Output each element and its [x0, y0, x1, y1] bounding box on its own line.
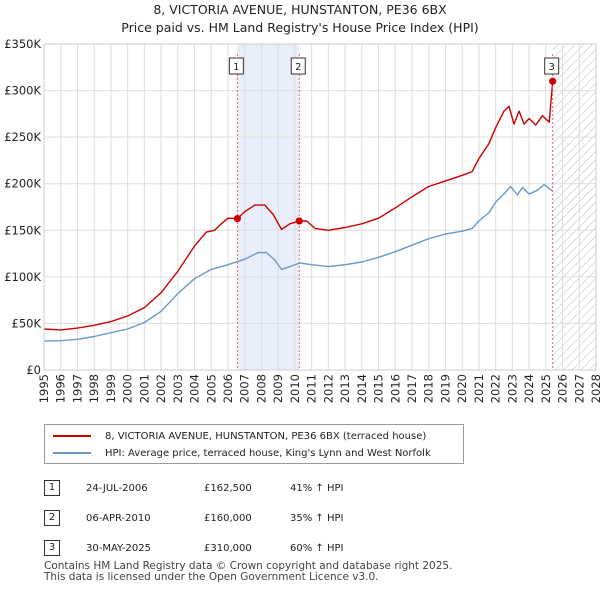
x-tick-label: 2023 [505, 374, 519, 403]
y-tick-label: £200K [4, 177, 41, 191]
sale-3-point [549, 77, 557, 85]
x-tick-label: 2004 [188, 374, 202, 403]
transaction-number: 3 [44, 540, 60, 556]
transaction-price: £310,000 [204, 542, 252, 554]
x-tick-label: 2012 [321, 374, 335, 403]
plot-border [43, 43, 597, 371]
legend-swatch-hpi [53, 452, 91, 454]
x-tick-label: 2021 [472, 374, 486, 403]
x-tick-label: 1995 [37, 374, 51, 403]
legend-label-hpi: HPI: Average price, terraced house, King… [105, 447, 431, 459]
transaction-number: 2 [44, 510, 60, 526]
transaction-hpi-diff: 60% ↑ HPI [290, 542, 344, 554]
x-tick-label: 2026 [556, 374, 570, 403]
transactions-table: 1 24-JUL-2006 £162,500 41% ↑ HPI 2 06-AP… [44, 473, 410, 563]
y-tick-label: £100K [4, 270, 41, 284]
x-tick-label: 2024 [522, 374, 536, 403]
price-chart: 1 2 3 £0 £50K £100K £150K £200K £250K £300K £350K… [4, 37, 600, 403]
x-tick-label: 2006 [221, 374, 235, 403]
x-tick-label: 2005 [204, 374, 218, 403]
x-tick-label: 2007 [238, 374, 252, 403]
legend-swatch-property [53, 435, 91, 437]
transaction-date: 24-JUL-2006 [86, 482, 148, 494]
plot-area [44, 44, 596, 370]
transaction-number: 1 [44, 480, 60, 496]
x-tick-label: 1999 [104, 374, 118, 403]
transaction-hpi-diff: 41% ↑ HPI [290, 482, 344, 494]
sale-3-marker-box [544, 57, 560, 75]
x-tick-label: 2027 [572, 374, 586, 403]
x-tick-label: 2002 [154, 374, 168, 403]
x-tick-label: 2017 [405, 374, 419, 403]
x-tick-label: 2009 [271, 374, 285, 403]
transaction-price: £162,500 [204, 482, 252, 494]
sale-2-point [295, 217, 303, 225]
sale-2-marker-label: 2 [295, 62, 301, 73]
property-series-line [43, 81, 554, 331]
sale-3-marker-label: 3 [548, 62, 554, 73]
x-tick-label: 2022 [489, 374, 503, 403]
legend-item-hpi: HPI: Average price, terraced house, King… [53, 445, 431, 461]
x-tick-label: 1998 [87, 374, 101, 403]
table-row: 3 30-MAY-2025 £310,000 60% ↑ HPI [44, 533, 410, 563]
ownership-shaded-region [237, 44, 300, 370]
x-tick-label: 2015 [372, 374, 386, 403]
transaction-date: 30-MAY-2025 [86, 542, 152, 554]
x-tick-label: 2014 [355, 374, 369, 403]
x-tick-label: 2020 [455, 374, 469, 403]
footer-line-2: This data is licensed under the Open Gov… [44, 571, 379, 583]
footer-line-1: Contains HM Land Registry data © Crown c… [44, 560, 453, 572]
x-tick-label: 2018 [422, 374, 436, 403]
chart-legend: 8, VICTORIA AVENUE, HUNSTANTON, PE36 6BX… [44, 424, 464, 464]
x-tick-label: 2000 [121, 374, 135, 403]
transaction-price: £160,000 [204, 512, 252, 524]
legend-label-property: 8, VICTORIA AVENUE, HUNSTANTON, PE36 6BX… [105, 430, 427, 442]
sale-1-marker-box [228, 57, 244, 75]
x-tick-label: 2019 [438, 374, 452, 403]
transaction-date: 06-APR-2010 [86, 512, 151, 524]
x-tick-label: 1997 [70, 374, 84, 403]
y-tick-label: £50K [12, 316, 42, 330]
x-tick-label: 2001 [137, 374, 151, 403]
x-tick-label: 2010 [288, 374, 302, 403]
x-tick-label: 2003 [171, 374, 185, 403]
sale-2-marker-box [290, 57, 306, 75]
y-tick-label: £250K [4, 130, 41, 144]
sale-1-point [233, 215, 241, 223]
chart-subtitle: Price paid vs. HM Land Registry's House … [121, 20, 479, 35]
legend-item-property: 8, VICTORIA AVENUE, HUNSTANTON, PE36 6BX… [53, 428, 426, 444]
future-hatched-region [552, 44, 596, 370]
table-row: 1 24-JUL-2006 £162,500 41% ↑ HPI [44, 473, 410, 503]
sale-1-marker-label: 1 [233, 62, 239, 73]
x-tick-label: 1996 [54, 374, 68, 403]
x-tick-label: 2016 [388, 374, 402, 403]
y-tick-label: £300K [4, 84, 41, 98]
y-tick-label: £0 [26, 363, 41, 377]
transaction-hpi-diff: 35% ↑ HPI [290, 512, 344, 524]
y-tick-label: £150K [4, 223, 41, 237]
table-row: 2 06-APR-2010 £160,000 35% ↑ HPI [44, 503, 410, 533]
x-tick-label: 2025 [539, 374, 553, 403]
hpi-series-line [43, 183, 553, 342]
y-tick-label: £350K [4, 37, 41, 51]
x-tick-label: 2008 [254, 374, 268, 403]
x-tick-label: 2013 [338, 374, 352, 403]
chart-title: 8, VICTORIA AVENUE, HUNSTANTON, PE36 6BX [153, 2, 447, 17]
attribution-footer: Contains HM Land Registry data © Crown c… [44, 561, 452, 583]
x-tick-label: 2028 [589, 374, 600, 403]
x-tick-label: 2011 [305, 374, 319, 403]
